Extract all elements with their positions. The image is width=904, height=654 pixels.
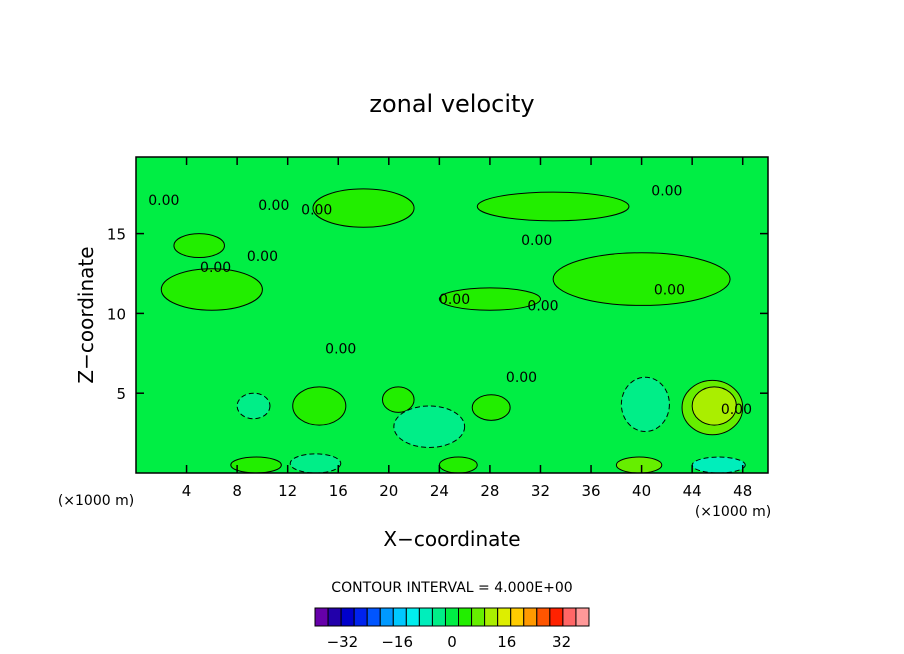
plot-area: 0.00 0.00 0.00 0.00 0.00 0.00 0.00 0.00 0.00 0.00… [107,156,769,500]
colorbar-swatch [510,607,525,627]
contour-region [691,386,737,426]
contour-region [438,287,541,311]
x-tick-label: 12 [278,482,297,500]
x-tick-label: 40 [632,482,651,500]
x-unit-label-left: (×1000 m) [58,493,134,509]
contour-region [230,456,282,473]
contour-region [691,456,746,473]
x-tick-label: 20 [379,482,398,500]
contour-label: 0.00 [654,282,685,298]
contour-label: 0.00 [651,184,682,200]
contour-region [289,453,342,473]
colorbar-swatch [353,607,368,627]
colorbar-swatch [523,607,538,627]
contour-label: 0.00 [439,292,470,308]
contour-label: 0.00 [258,198,289,214]
colorbar-swatch [484,607,499,627]
contour-label: 0.00 [301,203,332,219]
x-unit-label-right: (×1000 m) [695,504,771,520]
contour-region [160,268,263,311]
colorbar-swatch [379,607,394,627]
colorbar-swatch [392,607,407,627]
x-tick-label: 4 [182,482,192,500]
contour-region [476,191,630,222]
contour-label: 0.00 [200,260,231,276]
colorbar-swatch [431,607,446,627]
y-axis-label: Z−coordinate [74,246,98,383]
colorbar-swatch [562,607,577,627]
contour-region [615,456,663,473]
colorbar-tick-label: 32 [552,633,571,651]
contour-label: 0.00 [148,193,179,209]
y-tick-label: 10 [107,305,126,323]
contour-label: 0.00 [521,233,552,249]
contour-region [381,386,415,413]
contour-region [438,456,478,473]
contour-label: 0.00 [527,298,558,314]
colorbar-swatch [366,607,381,627]
contour-region [471,394,511,421]
contour-region [312,188,415,228]
x-tick-label: 16 [329,482,348,500]
colorbar-swatch [418,607,433,627]
contour-region [236,392,271,420]
x-tick-label: 8 [232,482,242,500]
colorbar-swatch [444,607,460,627]
contour-region [292,386,347,426]
colorbar-swatch [327,607,342,627]
contour-region [552,252,731,306]
contour-label: 0.00 [721,402,752,418]
contour-region [620,376,670,433]
colorbar-swatch [340,607,355,627]
contour-region [393,405,466,448]
colorbar: −32 −16 0 16 32 [314,607,590,651]
colorbar-tick-label: 0 [447,633,457,651]
colorbar-tick-label: −32 [327,633,359,651]
y-tick-label: 15 [107,226,126,244]
colorbar-swatch [314,607,329,627]
colorbar-swatch [471,607,486,627]
colorbar-swatch [575,607,590,627]
x-tick-label: 24 [430,482,449,500]
contour-label: 0.00 [506,370,537,386]
x-tick-label: 48 [733,482,752,500]
chart-title: zonal velocity [369,90,534,118]
contour-label: 0.00 [247,249,278,265]
colorbar-tick-label: 16 [497,633,516,651]
plot-frame [135,156,769,474]
x-tick-label: 36 [581,482,600,500]
x-tick-label: 28 [480,482,499,500]
contour-label: 0.00 [325,342,356,358]
y-tick-label: 5 [116,385,126,403]
colorbar-swatch [549,607,564,627]
colorbar-swatch [536,607,551,627]
colorbar-tick-label: −16 [381,633,413,651]
x-tick-label: 32 [531,482,550,500]
colorbar-swatch [405,607,420,627]
x-tick-label: 44 [683,482,702,500]
contour-region [173,233,225,259]
x-axis-label: X−coordinate [383,527,520,551]
contour-interval-label: CONTOUR INTERVAL = 4.000E+00 [331,580,572,596]
colorbar-swatch [497,607,512,627]
colorbar-swatch [458,607,473,627]
